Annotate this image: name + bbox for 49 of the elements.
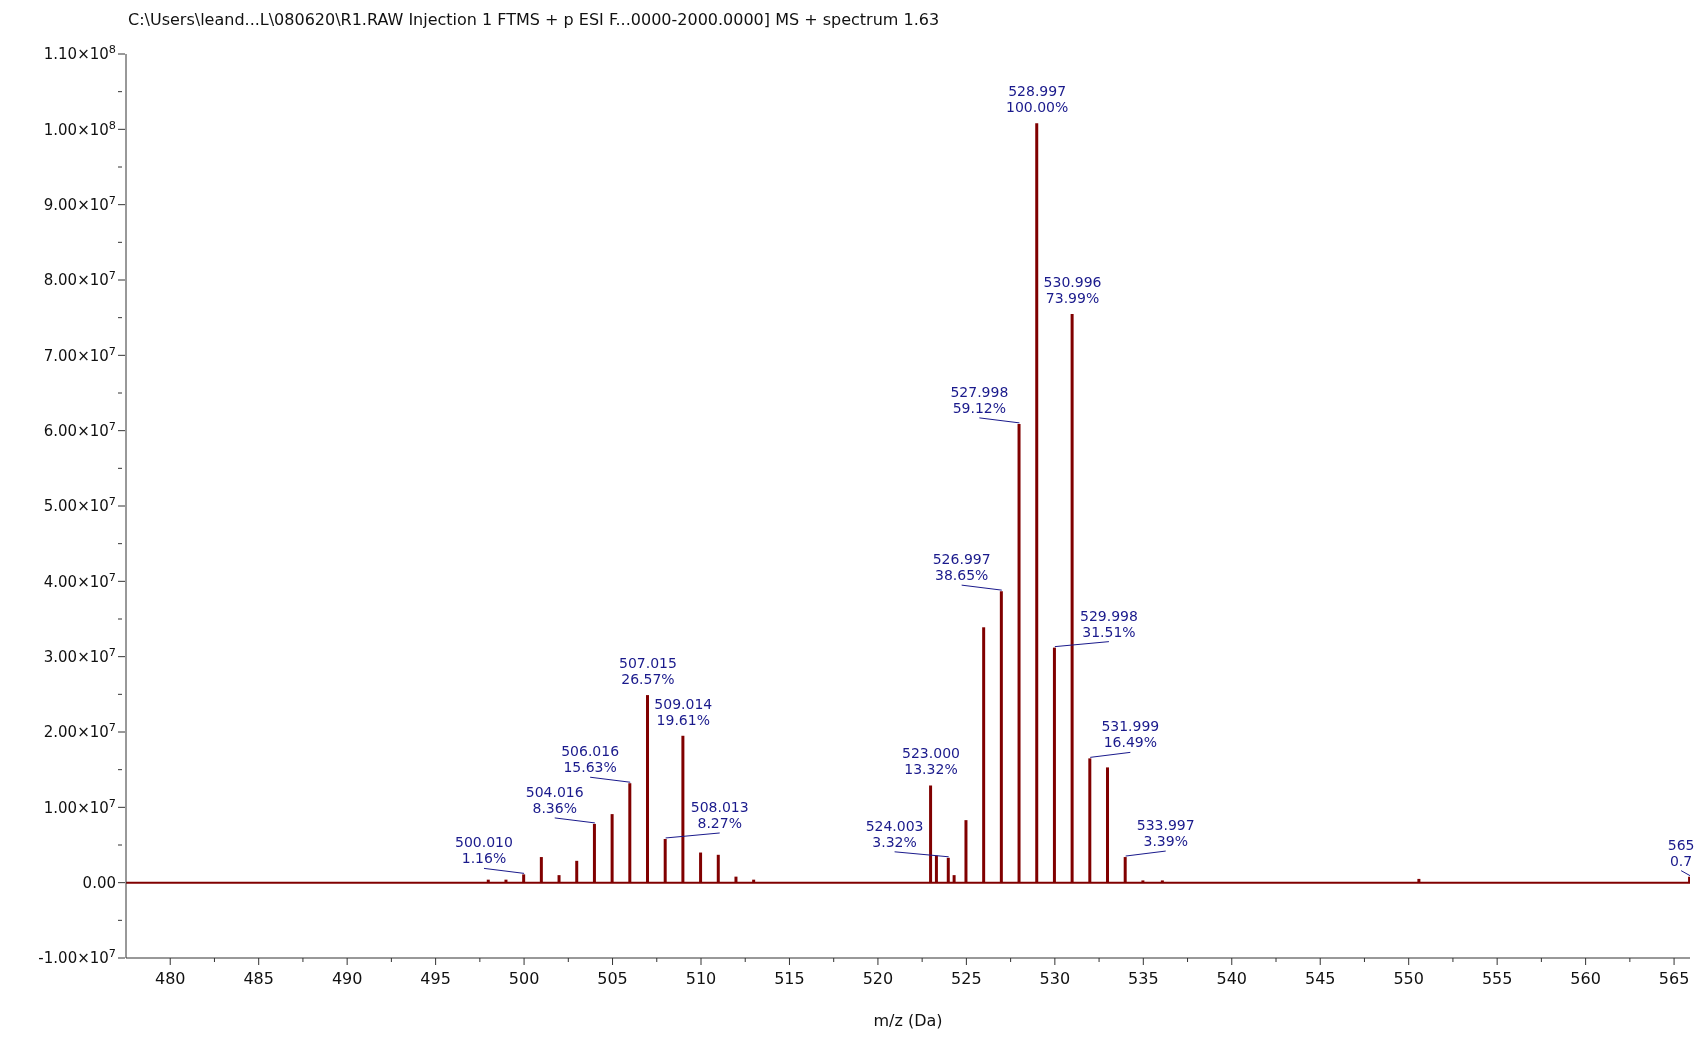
y-tick-label: 9.00×10$^{7}$ [43, 193, 116, 214]
x-tick-label: 540 [1216, 969, 1248, 988]
y-tick-label: 3.00×10$^{7}$ [43, 645, 116, 666]
x-tick-label: 545 [1304, 969, 1336, 988]
annotation: 504.016 8.36% [525, 783, 584, 816]
x-tick-label: 495 [420, 969, 451, 988]
annotation: 530.996 73.99% [1043, 273, 1102, 306]
annotation: 526.997 38.65% [932, 551, 991, 584]
x-tick-label: 500 [508, 969, 540, 988]
x-tick-label: 490 [331, 969, 363, 988]
x-tick-label: 530 [1039, 969, 1071, 988]
annotation: 508.013 8.27% [690, 798, 749, 831]
annotation: 523.000 13.32% [902, 745, 960, 778]
annotation: 500.010 1.16% [455, 834, 513, 867]
y-tick-label: 1.00×10$^{8}$ [43, 118, 116, 139]
x-tick-label: 510 [685, 969, 717, 988]
x-tick-label: 565 [1658, 969, 1690, 988]
annotation: 507.015 26.57% [618, 655, 677, 688]
x-tick-label: 525 [951, 969, 982, 988]
y-tick-label: 4.00×10$^{7}$ [43, 570, 116, 591]
y-tick-label: 6.00×10$^{7}$ [43, 419, 116, 440]
y-tick-label: 0.00 [82, 873, 116, 892]
y-tick-label: 1.10×10$^{8}$ [43, 42, 116, 64]
x-tick-label: 485 [243, 969, 274, 988]
annotation: 528.997 100.00% [1006, 83, 1069, 116]
y-tick-label: 5.00×10$^{7}$ [43, 494, 116, 516]
y-tick-label: 8.00×10$^{7}$ [43, 268, 116, 290]
x-tick-label: 515 [774, 969, 805, 988]
annotation: 506.016 15.63% [561, 743, 620, 776]
annotation: 529.998 31.51% [1079, 607, 1138, 640]
x-tick-label: 480 [154, 969, 186, 988]
x-axis-title: m/z (Da) [873, 1011, 943, 1030]
annotation: 565 0.7 [1667, 836, 1695, 869]
x-tick-label: 535 [1128, 969, 1159, 988]
x-tick-label: 560 [1570, 969, 1601, 988]
chart-title: C:\Users\leand...L\080620\R1.RAW Injection 1 FTMS + p ESI F...0000-2000.0000] MS + spectrum 1.63 [128, 10, 940, 29]
annotation: 524.003 3.32% [865, 817, 924, 850]
y-tick-label: 1.00×10$^{7}$ [43, 796, 116, 817]
annotation: 509.014 19.61% [654, 695, 713, 728]
x-tick-label: 520 [862, 969, 894, 988]
annotation: 531.999 16.49% [1101, 718, 1160, 751]
x-tick-label: 550 [1393, 969, 1424, 988]
annotation: 533.997 3.39% [1136, 817, 1195, 850]
x-tick-label: 555 [1481, 969, 1513, 988]
y-tick-label: 2.00×10$^{7}$ [43, 720, 116, 742]
annotation: 527.998 59.12% [950, 383, 1009, 416]
y-tick-label: 7.00×10$^{7}$ [43, 344, 116, 365]
y-tick-label: -1.00×10$^{7}$ [38, 946, 116, 968]
x-tick-label: 505 [597, 969, 628, 988]
